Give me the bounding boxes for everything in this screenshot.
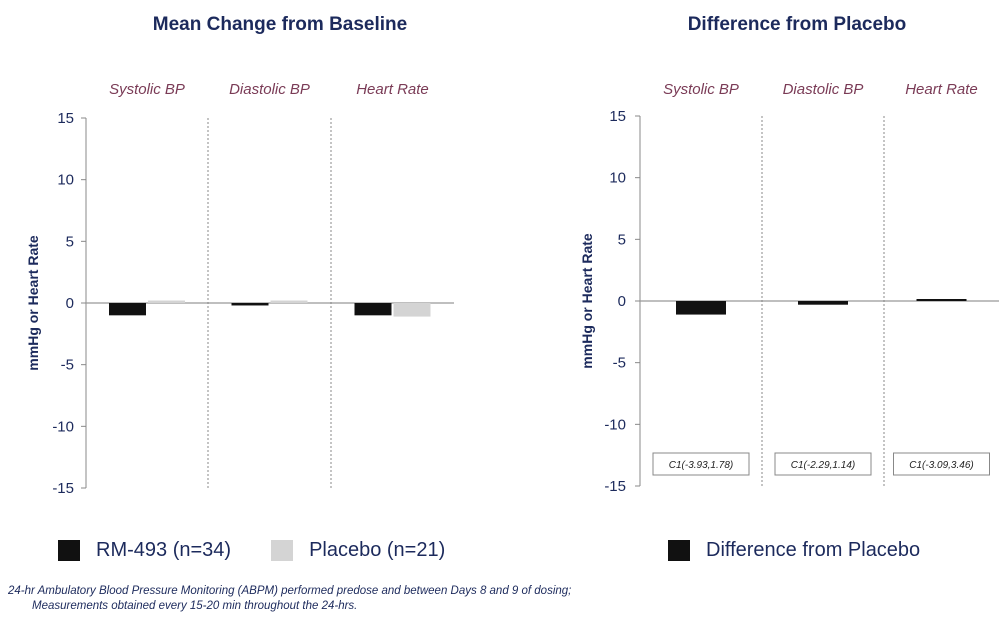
group-label-heart-rate: Heart Rate	[905, 81, 978, 98]
bar-difference	[916, 299, 967, 301]
y-axis-label: mmHg or Heart Rate	[579, 233, 595, 369]
footnote: 24-hr Ambulatory Blood Pressure Monitori…	[8, 584, 988, 614]
legend-left: RM-493 (n=34) Placebo (n=21)	[58, 539, 485, 562]
ci-box	[893, 452, 990, 476]
legend-label-difference: Difference from Placebo	[706, 539, 921, 561]
ci-label: C1(-2.29,1.14)	[791, 460, 855, 471]
y-tick-label: -5	[61, 357, 74, 374]
legend-label-rm493: RM-493 (n=34)	[96, 539, 232, 561]
legend-item-difference: Difference from Placebo	[668, 539, 920, 562]
bar-difference	[676, 301, 726, 315]
y-axis-label: mmHg or Heart Rate	[25, 235, 41, 371]
ci-label: C1(-3.93,1.78)	[669, 460, 733, 471]
y-tick-label: -10	[52, 418, 74, 435]
y-tick-label: -15	[604, 478, 626, 495]
bar-rm493	[109, 303, 146, 316]
ci-box	[652, 452, 750, 476]
footnote-line-2: Measurements obtained every 15-20 min th…	[32, 600, 358, 612]
legend-item-placebo: Placebo (n=21)	[271, 539, 445, 562]
chart-title-mean-change: Mean Change from Baseline	[152, 14, 408, 35]
y-tick-label: 15	[609, 108, 626, 125]
bar-placebo	[148, 300, 185, 303]
y-tick-label: -5	[613, 355, 626, 372]
y-tick-label: 5	[618, 231, 626, 248]
y-tick-label: 0	[66, 295, 74, 312]
bar-placebo	[270, 300, 308, 303]
group-label-systolic-bp: Systolic BP	[109, 81, 185, 98]
y-tick-label: -10	[604, 416, 626, 433]
group-label-diastolic-bp: Diastolic BP	[229, 81, 310, 98]
legend-swatch-difference	[668, 540, 690, 561]
y-tick-label: 0	[618, 293, 626, 310]
y-tick-label: 10	[57, 172, 74, 189]
y-tick-label: 15	[57, 110, 74, 127]
legend-swatch-placebo	[271, 540, 294, 561]
bar-rm493	[231, 303, 269, 306]
bar-difference	[798, 301, 848, 305]
y-tick-label: 5	[66, 233, 74, 250]
ci-label: C1(-3.09,3.46)	[909, 460, 973, 471]
y-tick-label: 10	[609, 170, 626, 187]
legend-right: Difference from Placebo	[668, 539, 960, 562]
legend-item-rm493: RM-493 (n=34)	[58, 539, 231, 562]
chart-title-difference: Difference from Placebo	[687, 14, 907, 35]
y-tick-label: -15	[52, 480, 74, 497]
footnote-line-1: 24-hr Ambulatory Blood Pressure Monitori…	[8, 585, 572, 597]
legend-label-placebo: Placebo (n=21)	[309, 539, 446, 561]
ci-box	[774, 452, 872, 476]
legend-swatch-rm493	[58, 540, 80, 561]
bar-rm493	[354, 303, 392, 316]
group-label-heart-rate: Heart Rate	[356, 81, 429, 98]
bar-placebo	[393, 303, 431, 317]
group-label-systolic-bp: Systolic BP	[663, 81, 739, 98]
group-label-diastolic-bp: Diastolic BP	[783, 81, 864, 98]
